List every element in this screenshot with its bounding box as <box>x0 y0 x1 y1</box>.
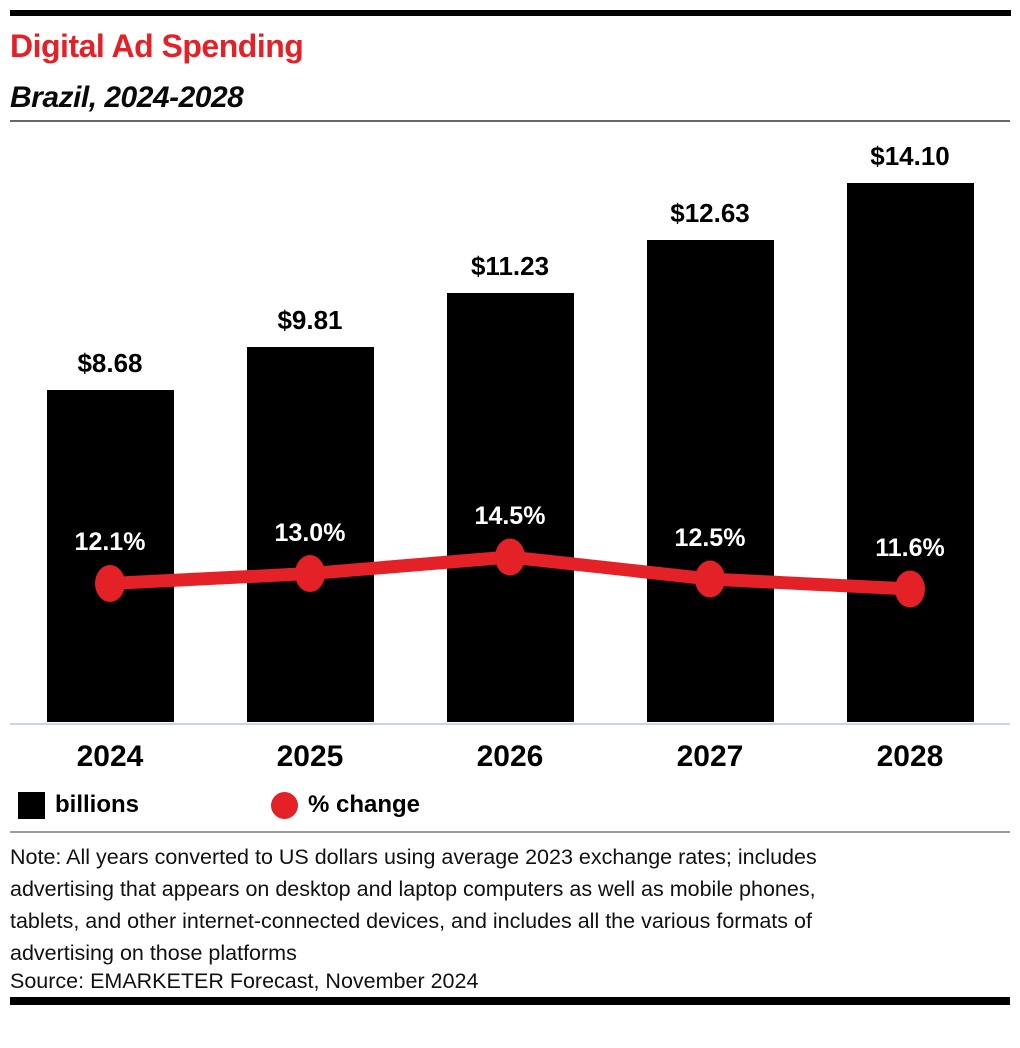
pct-change-label-2028: 11.6% <box>875 533 945 562</box>
x-axis-line <box>10 723 1010 725</box>
bar-value-label-2028: $14.10 <box>870 141 950 171</box>
bar-2027 <box>646 240 774 722</box>
footer-divider <box>10 997 1010 1005</box>
pct-change-label-2026: 14.5% <box>474 502 546 530</box>
pct-change-label-2024: 12.1% <box>74 528 146 557</box>
page-title: Digital Ad Spending <box>10 28 304 64</box>
x-axis-label-2026: 2026 <box>476 740 544 773</box>
footer: EMARKETER <box>0 1008 1010 1048</box>
x-axis-label-2025: 2025 <box>276 740 344 773</box>
legend-line-label: % change <box>308 791 421 818</box>
legend: billions % change <box>18 791 420 819</box>
x-axis-label-2024: 2024 <box>76 740 144 773</box>
chart-area: $8.68 12.1% $9.81 13.0% $11.23 14.5% $12.63 12.… <box>0 126 1020 786</box>
legend-bar-swatch-icon <box>18 791 45 819</box>
legend-bar-label: billions <box>55 791 139 818</box>
chart-source: Source: EMARKETER Forecast, November 202… <box>10 969 479 993</box>
bar-2025 <box>246 347 374 722</box>
bar-value-label-2027: $12.63 <box>670 198 750 228</box>
x-axis-label-2028: 2028 <box>876 740 944 773</box>
legend-line-swatch-icon <box>271 791 298 819</box>
bar-value-label-2024: $8.68 <box>77 348 143 378</box>
page-subtitle: Brazil, 2024-2028 <box>10 81 244 114</box>
bar-2026 <box>446 293 574 722</box>
bar-2028 <box>846 183 974 722</box>
x-axis-label-2027: 2027 <box>676 740 744 773</box>
bar-value-label-2026: $11.23 <box>470 251 550 281</box>
top-accent-bar <box>10 10 1011 16</box>
header-divider <box>10 120 1010 122</box>
bar-value-label-2025: $9.81 <box>277 305 343 335</box>
chart-note: Note: All years converted to US dollars … <box>10 845 817 965</box>
legend-divider <box>10 831 1010 833</box>
pct-change-label-2025: 13.0% <box>274 518 346 547</box>
pct-change-label-2027: 12.5% <box>674 524 746 553</box>
